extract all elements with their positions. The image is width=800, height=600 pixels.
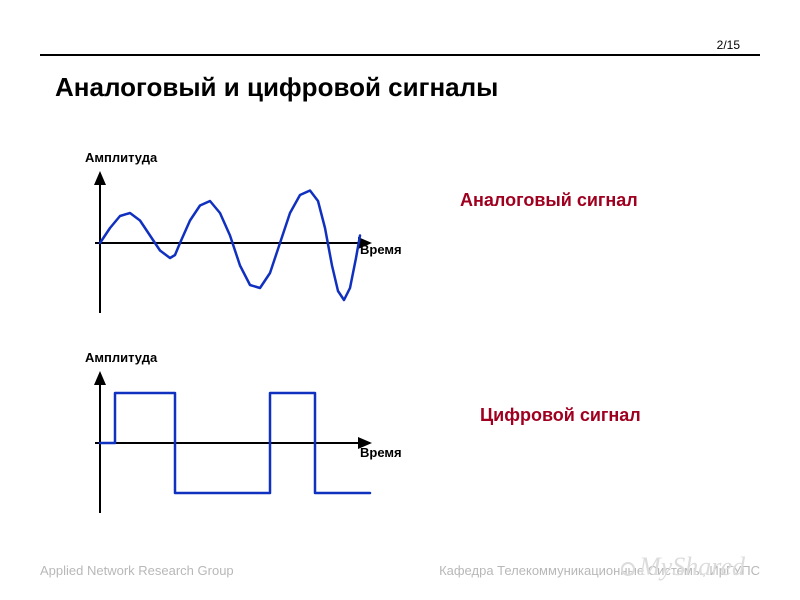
- digital-x-label: Время: [360, 445, 402, 460]
- page-number: 2/15: [717, 38, 740, 52]
- analog-signal-label: Аналоговый сигнал: [460, 190, 638, 211]
- digital-svg: [70, 368, 400, 518]
- header-rule: [40, 54, 760, 56]
- footer-left: Applied Network Research Group: [40, 563, 234, 578]
- digital-signal-label: Цифровой сигнал: [480, 405, 641, 426]
- analog-x-label: Время: [360, 242, 402, 257]
- digital-chart: Амплитуда Время: [70, 350, 400, 520]
- analog-y-label: Амплитуда: [85, 150, 157, 165]
- analog-chart: Амплитуда Время: [70, 150, 400, 320]
- footer-right: Кафедра Телекоммуникационные Системы, Ир…: [439, 563, 760, 578]
- analog-svg: [70, 168, 400, 318]
- digital-y-label: Амплитуда: [85, 350, 157, 365]
- slide-title: Аналоговый и цифровой сигналы: [55, 72, 498, 103]
